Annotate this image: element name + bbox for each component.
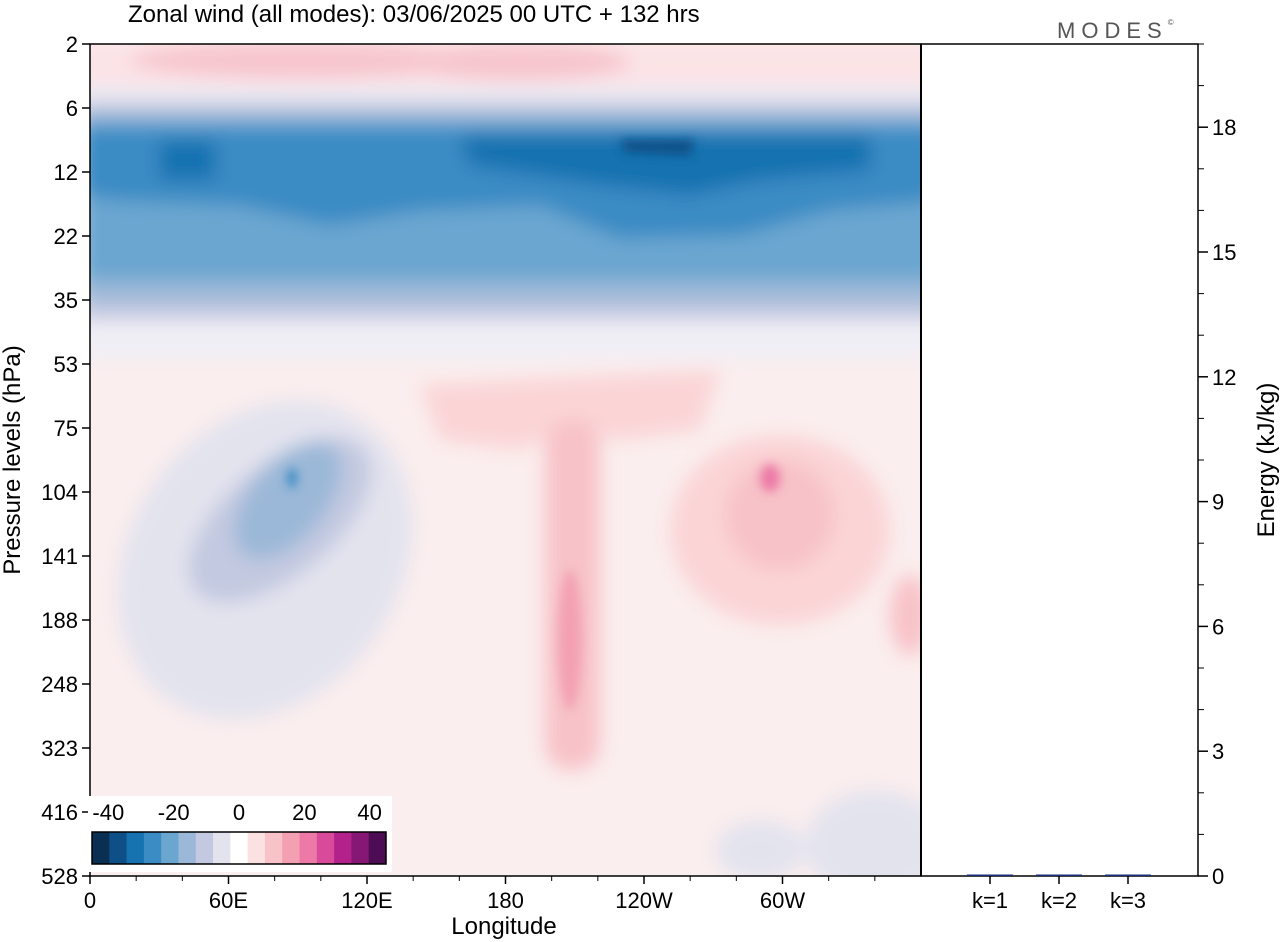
colorbar-swatch: [351, 832, 370, 864]
field-westerly-jet-core: [558, 570, 582, 710]
field-westerly-max: [760, 464, 780, 492]
field-easterly-max: [620, 140, 695, 155]
field-upper-westerly-core: [410, 44, 630, 80]
energy-category-label: k=1: [972, 888, 1008, 913]
colorbar-swatch: [143, 832, 162, 864]
brand-mark: ©: [1167, 18, 1174, 27]
colorbar-tick-label: -40: [92, 800, 124, 825]
colorbar-swatch: [178, 832, 197, 864]
energy-axis-label: Energy (kJ/kg): [1253, 383, 1280, 538]
x-tick-label: 60E: [209, 888, 248, 913]
colorbar-swatch: [247, 832, 266, 864]
colorbar-tick-label: 20: [292, 800, 316, 825]
colorbar-tick-label: 40: [357, 800, 381, 825]
field-easterly-cell-inner: [234, 441, 342, 559]
y-tick-label: 188: [41, 608, 78, 633]
energy-tick-label: 15: [1212, 240, 1236, 265]
colorbar-swatch: [299, 832, 318, 864]
y-tick-label: 141: [41, 544, 78, 569]
y-tick-label: 22: [54, 224, 78, 249]
energy-frame: [920, 43, 1199, 877]
colorbar-swatch: [282, 832, 301, 864]
y-tick-label: 35: [54, 288, 78, 313]
field-westerly-mid: [420, 370, 720, 450]
energy-category-label: k=2: [1041, 888, 1077, 913]
colorbar-outline: [91, 831, 387, 865]
colorbar-swatch: [316, 832, 335, 864]
y-tick-label: 2: [66, 32, 78, 57]
energy-category-label: k=3: [1110, 888, 1146, 913]
colorbar-swatch: [195, 832, 214, 864]
field-upper-westerly-core: [130, 44, 470, 78]
x-tick-label: 0: [84, 888, 96, 913]
y-axis-label: Pressure levels (hPa): [0, 345, 26, 574]
y-tick-label: 248: [41, 672, 78, 697]
field-low-easterly: [715, 820, 805, 876]
energy-bar: [967, 874, 1013, 876]
y-tick-label: 416: [41, 800, 78, 825]
y-tick-label: 528: [41, 864, 78, 889]
colorbar-swatch: [264, 832, 283, 864]
y-tick-label: 104: [41, 480, 78, 505]
energy-tick-label: 18: [1212, 115, 1236, 140]
x-axis-label: Longitude: [451, 913, 556, 940]
field-transition: [90, 86, 921, 106]
energy-bar: [1036, 874, 1082, 876]
colorbar: -40 -20 0 20 40: [88, 796, 392, 872]
heatmap-field: [90, 44, 921, 876]
y-tick-label: 53: [54, 352, 78, 377]
y-tick-label: 75: [54, 416, 78, 441]
y-tick-label: 6: [66, 96, 78, 121]
energy-tick-label: 0: [1212, 864, 1224, 889]
energy-tick-label: 6: [1212, 614, 1224, 639]
field-neutral: [90, 320, 921, 360]
field-westerly-east: [890, 575, 921, 655]
field-low-easterly: [805, 790, 921, 876]
colorbar-tick-label: -20: [158, 800, 190, 825]
colorbar-swatch: [92, 832, 110, 864]
energy-tick-label: 3: [1212, 739, 1224, 764]
field-westerly-core-inner: [725, 460, 835, 570]
x-axis: 0 60E 120E 180 120W 60W: [84, 876, 876, 913]
x-tick-label: 60W: [760, 888, 805, 913]
colorbar-swatch: [368, 832, 387, 864]
x-tick-label: 120W: [615, 888, 673, 913]
y-axis: 2 6 12 22 35 53 75 104 141 188 248 323 416 528: [41, 32, 90, 889]
brand-logo: MODES©: [1057, 18, 1174, 44]
colorbar-swatch: [126, 832, 145, 864]
y-tick-label: 323: [41, 736, 78, 761]
field-easterly-cell-min: [287, 468, 297, 488]
brand-text: MODES: [1057, 18, 1168, 43]
energy-bars: k=1 k=2 k=3: [967, 874, 1151, 913]
colorbar-swatch: [213, 832, 231, 864]
energy-tick-label: 12: [1212, 365, 1236, 390]
colorbar-swatch: [109, 832, 128, 864]
colorbar-swatch: [230, 832, 249, 864]
chart-title: Zonal wind (all modes): 03/06/2025 00 UT…: [128, 1, 700, 28]
colorbar-swatch: [334, 832, 352, 864]
x-tick-label: 120E: [341, 888, 392, 913]
energy-axis: 0 3 6 9 12 15 18: [1198, 43, 1236, 889]
y-tick-label: 12: [54, 160, 78, 185]
colorbar-tick-label: 0: [233, 800, 245, 825]
field-easterly-core: [160, 135, 870, 195]
x-tick-label: 180: [487, 888, 524, 913]
energy-tick-label: 9: [1212, 490, 1224, 515]
energy-bar: [1105, 874, 1151, 876]
colorbar-swatch: [161, 832, 179, 864]
